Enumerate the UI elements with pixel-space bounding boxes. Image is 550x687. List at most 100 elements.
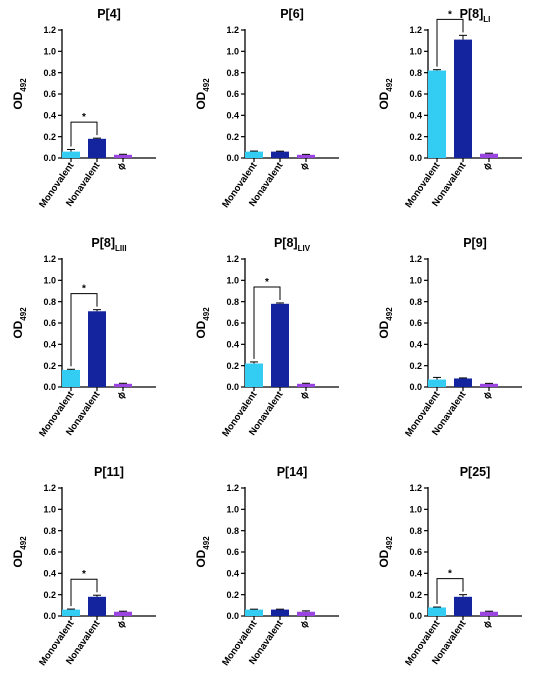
chart-title: P[8]LIV — [274, 236, 311, 253]
y-tick-label: 1.0 — [43, 505, 56, 515]
y-tick-label: 0.6 — [226, 318, 239, 328]
chart-title: P[8]LI — [460, 7, 491, 24]
y-tick-label: 0.6 — [226, 89, 239, 99]
significance-bracket — [70, 121, 98, 147]
y-tick-label: 0.6 — [409, 547, 422, 557]
y-tick-label: 0.2 — [409, 132, 422, 142]
chart-title-subscript: LI — [483, 15, 490, 24]
x-tick-label: ϕ — [481, 389, 494, 401]
bar — [454, 596, 472, 616]
y-tick-label: 0.4 — [409, 111, 422, 121]
chart-panel: P[4] OD492 0.0 0.2 0.4 0.6 0.8 1.0 1.2 Monovalent… — [0, 0, 183, 229]
y-tick-label: 0.4 — [226, 340, 239, 350]
significance-star: * — [448, 569, 452, 580]
bar — [271, 151, 289, 158]
y-axis-label: OD492 — [11, 78, 28, 110]
y-tick-label: 1.0 — [226, 505, 239, 515]
significance-bracket — [253, 286, 281, 359]
y-tick-label: 0.6 — [43, 547, 56, 557]
y-tick-label: 0.2 — [43, 132, 56, 142]
bar — [114, 611, 132, 616]
significance-bracket — [436, 578, 464, 605]
chart-title-main: P[6] — [280, 7, 304, 21]
y-axis-label-subscript: 492 — [202, 536, 211, 550]
y-axis-label-main: OD — [194, 549, 208, 567]
y-tick-label: 0.0 — [226, 153, 239, 163]
y-tick-label: 0.2 — [43, 361, 56, 371]
bar — [454, 378, 472, 387]
significance-star: * — [82, 284, 86, 295]
chart-title-main: P[11] — [94, 465, 124, 479]
y-tick-label: 1.0 — [43, 276, 56, 286]
y-axis-label: OD492 — [377, 536, 394, 568]
bar-chart: P[25]OD4920.00.20.40.60.81.01.2Monovalen… — [377, 465, 522, 668]
chart-title-main: P[8] — [460, 7, 484, 21]
y-axis-label-main: OD — [194, 91, 208, 109]
chart-panel: P[6] OD492 0.0 0.2 0.4 0.6 0.8 1.0 1.2 Monovalent… — [183, 0, 366, 229]
chart-title-main: P[8] — [91, 236, 115, 250]
chart-panel: P[11] OD492 0.0 0.2 0.4 0.6 0.8 1.0 1.2 Monovalen… — [0, 458, 183, 687]
chart-panel: P[8]LI OD492 0.0 0.2 0.4 0.6 0.8 1.0 1.2 Monovale… — [366, 0, 549, 229]
bar-chart: P[8]LIVOD4920.00.20.40.60.81.01.2Monoval… — [194, 236, 339, 439]
y-axis-label: OD492 — [11, 536, 28, 568]
y-tick-label: 0.8 — [226, 526, 239, 536]
bar — [88, 138, 106, 158]
bar — [271, 609, 289, 616]
y-tick-label: 0.2 — [226, 590, 239, 600]
bar — [428, 70, 446, 158]
significance-star: * — [82, 569, 86, 580]
y-tick-label: 0.8 — [43, 297, 56, 307]
y-axis-label-subscript: 492 — [385, 536, 394, 550]
chart-title: P[6] — [280, 7, 304, 21]
bar — [62, 369, 80, 387]
y-axis-label-main: OD — [194, 320, 208, 338]
bar — [454, 39, 472, 158]
y-tick-label: 0.0 — [409, 153, 422, 163]
significance-bracket — [436, 18, 464, 67]
x-tick-label: ϕ — [298, 389, 311, 401]
y-tick-label: 0.2 — [409, 590, 422, 600]
chart-panel: P[8]LIII OD492 0.0 0.2 0.4 0.6 0.8 1.0 1.2 Monova… — [0, 229, 183, 458]
chart-title: P[25] — [460, 465, 491, 479]
x-tick-label: ϕ — [115, 389, 128, 401]
x-tick-label: ϕ — [481, 160, 494, 172]
bar-chart: P[8]LIOD4920.00.20.40.60.81.01.2Monovale… — [377, 7, 522, 210]
y-axis-label-subscript: 492 — [19, 536, 28, 550]
bar-chart: P[9]OD4920.00.20.40.60.81.01.2Monovalent… — [377, 236, 522, 439]
y-axis-label-subscript: 492 — [202, 78, 211, 92]
y-axis-label-main: OD — [377, 320, 391, 338]
y-tick-label: 1.2 — [43, 254, 56, 264]
bar — [245, 151, 263, 158]
chart-panel: P[8]LIV OD492 0.0 0.2 0.4 0.6 0.8 1.0 1.2 Monoval… — [183, 229, 366, 458]
chart-panel: P[14] OD492 0.0 0.2 0.4 0.6 0.8 1.0 1.2 Monovalen… — [183, 458, 366, 687]
y-tick-label: 0.2 — [43, 590, 56, 600]
chart-title: P[4] — [97, 7, 121, 21]
y-tick-label: 0.0 — [409, 382, 422, 392]
y-tick-label: 1.0 — [409, 505, 422, 515]
y-axis-label-main: OD — [11, 549, 25, 567]
y-axis-label: OD492 — [194, 307, 211, 339]
significance-star: * — [82, 112, 86, 123]
chart-title-main: P[14] — [277, 465, 308, 479]
x-tick-label: ϕ — [298, 618, 311, 630]
y-tick-label: 0.6 — [43, 318, 56, 328]
y-tick-label: 1.0 — [226, 276, 239, 286]
bar-chart: P[11]OD4920.00.20.40.60.81.01.2Monovalen… — [11, 465, 156, 668]
y-axis-label: OD492 — [377, 307, 394, 339]
y-tick-label: 0.4 — [43, 569, 56, 579]
chart-title-subscript: LIII — [115, 244, 127, 253]
y-axis-label-main: OD — [377, 549, 391, 567]
y-axis-label-subscript: 492 — [385, 307, 394, 321]
y-tick-label: 0.4 — [43, 340, 56, 350]
y-tick-label: 0.8 — [409, 68, 422, 78]
bar — [114, 383, 132, 387]
bar — [428, 379, 446, 387]
y-tick-label: 0.8 — [409, 526, 422, 536]
y-tick-label: 0.4 — [226, 569, 239, 579]
y-tick-label: 0.4 — [409, 569, 422, 579]
y-tick-label: 0.2 — [409, 361, 422, 371]
y-tick-label: 0.0 — [43, 382, 56, 392]
y-axis-label-main: OD — [377, 91, 391, 109]
y-tick-label: 0.8 — [409, 297, 422, 307]
